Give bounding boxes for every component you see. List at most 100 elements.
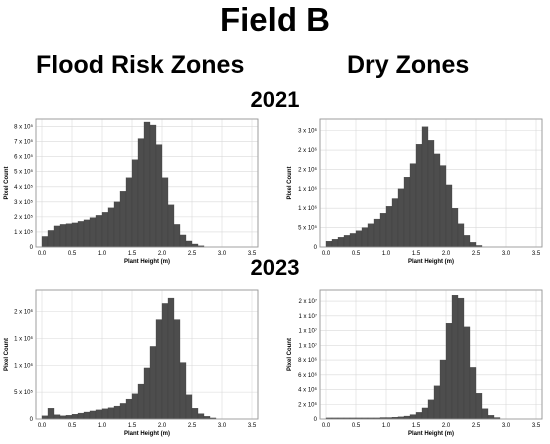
histogram-bar — [191, 243, 199, 248]
plot-frame — [35, 289, 259, 420]
x-tick-label: 2.0 — [158, 251, 167, 257]
histogram-bar — [173, 224, 181, 248]
y-tick-label: 1 x 10⁵ — [14, 229, 33, 236]
y-axis-label: Pixel Count — [4, 338, 10, 371]
histogram-bar — [475, 393, 483, 420]
histogram-bar — [445, 323, 453, 420]
y-tick-label: 8 x 10⁶ — [298, 357, 317, 364]
histogram-bar — [349, 233, 357, 248]
histogram-bar — [355, 230, 363, 248]
histogram-bar — [439, 165, 447, 248]
y-tick-label: 0 — [30, 417, 34, 423]
y-tick-label: 2 x 10⁷ — [298, 298, 317, 305]
x-tick-label: 1.5 — [128, 423, 137, 429]
y-tick-label: 3 x 10⁵ — [14, 199, 33, 206]
histogram-bar — [185, 394, 193, 420]
histogram-bar — [119, 403, 127, 420]
histogram-bar — [41, 415, 49, 420]
x-tick-label: 3.5 — [248, 251, 257, 257]
x-tick-label: 2.0 — [158, 423, 167, 429]
x-tick-label: 1.5 — [412, 423, 421, 429]
x-tick-label: 2.0 — [442, 251, 451, 257]
figure-title: Field B — [219, 1, 330, 38]
histogram-bar — [167, 204, 175, 248]
x-tick-label: 1.0 — [382, 251, 391, 257]
histogram-bar — [53, 414, 61, 420]
histogram-bar — [95, 409, 103, 420]
histogram-flood-2021: 0.0 0.5 1.0 1.5 2.0 2.5 3.0 3.5 0 1 x 10⁵ 2 x 10⁵ 3… — [4, 118, 259, 265]
histogram-bar — [197, 413, 205, 420]
y-tick-label: 0 — [314, 245, 318, 251]
x-tick-label: 3.0 — [502, 423, 511, 429]
x-tick-label: 1.0 — [382, 423, 391, 429]
histogram-bar — [433, 153, 441, 248]
x-axis-label: Plant Height (m) — [408, 431, 454, 437]
histogram-bar — [427, 399, 435, 420]
x-axis-label: Plant Height (m) — [124, 431, 170, 437]
histogram-bar — [107, 407, 115, 420]
histogram-bar — [101, 408, 109, 420]
y-tick-label: 2 x 10⁶ — [298, 166, 317, 173]
x-tick-label: 1.5 — [412, 251, 421, 257]
histogram-bar — [179, 234, 187, 248]
histogram-bar — [397, 188, 405, 248]
y-tick-label: 0 — [314, 417, 318, 423]
histogram-bar — [469, 242, 477, 248]
x-tick-label: 3.5 — [532, 251, 541, 257]
histogram-bar — [331, 239, 339, 248]
x-tick-label: 2.5 — [188, 423, 197, 429]
y-tick-label: 2 x 10⁶ — [14, 309, 33, 316]
x-axis-label: Plant Height (m) — [124, 259, 170, 265]
histogram-bar — [71, 414, 79, 420]
histogram-bar — [409, 414, 417, 420]
histogram-bar — [451, 208, 459, 248]
histogram-bar — [325, 241, 333, 248]
x-tick-label: 0.5 — [68, 251, 77, 257]
histogram-flood-2023: 0.0 0.5 1.0 1.5 2.0 2.5 3.0 3.5 0 5 x 10⁵ 1 x 10⁶ 1… — [4, 289, 259, 437]
histogram-bar — [119, 191, 127, 248]
histogram-bar — [415, 412, 423, 420]
histogram-bar — [445, 184, 453, 248]
x-tick-label: 0.5 — [68, 423, 77, 429]
x-tick-label: 2.0 — [442, 423, 451, 429]
x-tick-label: 1.5 — [128, 251, 137, 257]
plot-frame — [319, 118, 543, 248]
y-axis-label: Pixel Count — [4, 166, 10, 199]
histogram-bar — [179, 362, 187, 420]
y-tick-label: 1 x 10⁷ — [298, 313, 317, 320]
y-tick-label: 2 x 10⁶ — [298, 401, 317, 408]
histogram-bar — [101, 212, 109, 248]
histogram-bar — [367, 223, 375, 248]
x-tick-label: 1.0 — [98, 423, 107, 429]
histogram-bar — [113, 405, 121, 420]
histogram-bar — [421, 407, 429, 420]
histogram-bar — [83, 411, 91, 420]
histogram-bar — [185, 240, 193, 248]
x-tick-label: 3.0 — [218, 423, 227, 429]
histogram-bar — [457, 223, 465, 248]
histogram-bar — [41, 236, 49, 248]
histogram-bar — [373, 218, 381, 248]
y-tick-label: 6 x 10⁵ — [14, 154, 33, 161]
histogram-bar — [47, 408, 55, 420]
histogram-bar — [65, 223, 73, 248]
histogram-bar — [95, 215, 103, 248]
y-tick-label: 2 x 10⁶ — [298, 147, 317, 154]
histogram-bar — [361, 227, 369, 248]
histogram-bar — [149, 124, 157, 248]
x-tick-label: 2.5 — [188, 251, 197, 257]
histogram-bar — [433, 385, 441, 420]
histogram-bar — [161, 177, 169, 248]
x-tick-label: 0.0 — [38, 423, 47, 429]
histogram-bar — [487, 415, 495, 420]
histogram-bar — [427, 140, 435, 248]
histogram-bar — [83, 219, 91, 248]
histogram-bar — [149, 346, 157, 420]
y-tick-label: 6 x 10⁶ — [298, 372, 317, 379]
histogram-bar — [385, 206, 393, 248]
y-tick-label: 2 x 10⁵ — [14, 214, 33, 221]
x-tick-label: 0.0 — [322, 423, 331, 429]
histogram-bar — [131, 393, 139, 420]
histogram-bar — [155, 144, 163, 248]
x-tick-label: 0.5 — [352, 251, 361, 257]
